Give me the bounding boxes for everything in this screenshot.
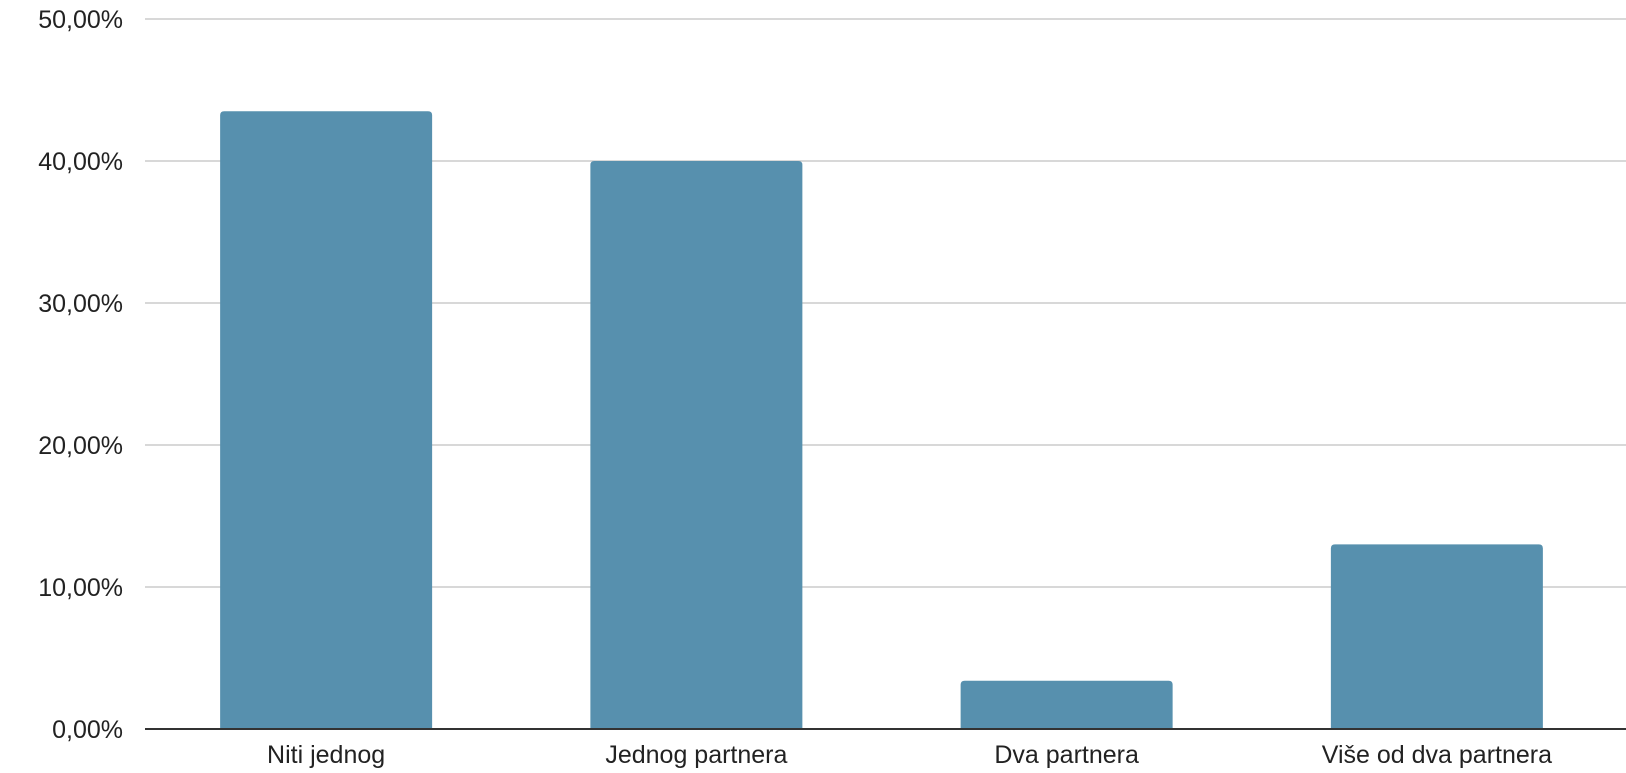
bars (220, 111, 1543, 730)
y-tick-label: 30,00% (38, 290, 123, 318)
x-category-label: Dva partnera (994, 741, 1139, 769)
y-tick-label: 50,00% (38, 6, 123, 34)
y-tick-label: 0,00% (52, 716, 123, 744)
x-category-label: Jednog partnera (605, 741, 787, 769)
y-tick-label: 10,00% (38, 574, 123, 602)
x-axis-category-labels: Niti jednog Jednog partnera Dva partnera Vi… (267, 741, 1552, 769)
bar (220, 111, 433, 730)
x-category-label: Niti jednog (267, 741, 385, 769)
bar (590, 161, 803, 729)
y-tick-label: 20,00% (38, 432, 123, 460)
y-axis-tick-labels: 0,00% 10,00% 20,00% 30,00% 40,00% 50,00% (38, 6, 123, 744)
x-category-label: Više od dva partnera (1322, 741, 1552, 769)
y-tick-label: 40,00% (38, 148, 123, 176)
bar (1330, 544, 1543, 729)
bar (960, 680, 1173, 729)
